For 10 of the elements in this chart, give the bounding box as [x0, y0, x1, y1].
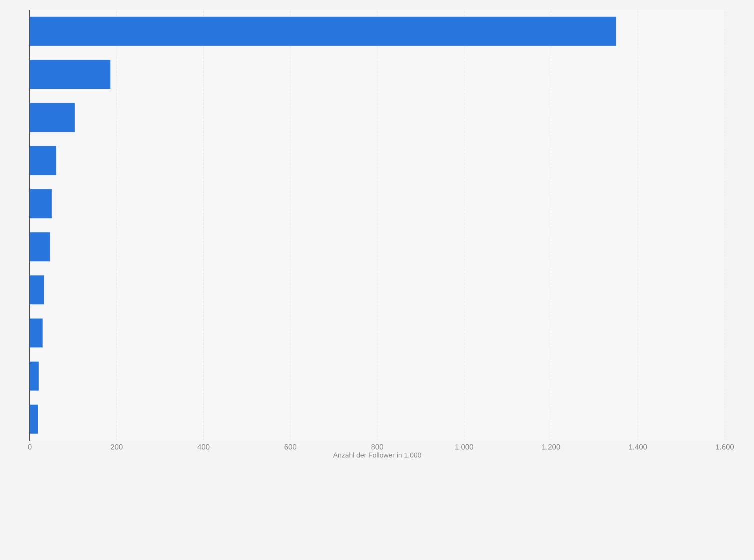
bar	[30, 318, 44, 348]
bar	[30, 361, 40, 392]
bar	[30, 275, 45, 305]
bar	[30, 404, 38, 434]
bar	[30, 232, 51, 262]
bar	[30, 60, 111, 90]
bar	[30, 102, 76, 133]
bar	[30, 16, 617, 46]
bar	[30, 146, 57, 176]
bar	[30, 189, 52, 219]
